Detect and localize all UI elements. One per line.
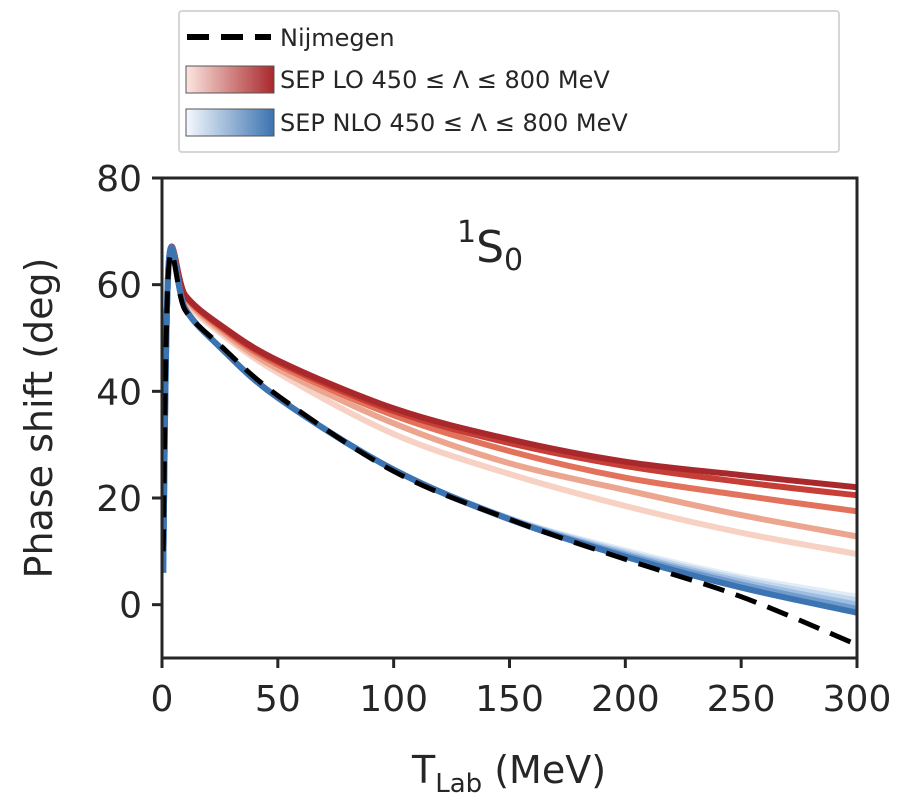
x-axis-title-suffix: (MeV)	[482, 748, 606, 792]
x-axis-title: TLab (MeV)	[411, 748, 606, 798]
series-line-7	[162, 244, 857, 604]
annotation-main: S	[476, 222, 504, 273]
series-layer	[162, 243, 857, 648]
y-tick-label-2: 40	[96, 372, 142, 413]
x-tick-label-4: 200	[591, 679, 660, 720]
legend-lo-swatch	[185, 65, 275, 94]
x-tick-label-3: 150	[475, 679, 544, 720]
annotation-superscript: 1	[457, 215, 476, 250]
series-line-1	[162, 244, 857, 557]
legend-nijmegen-label: Nijmegen	[280, 24, 395, 52]
y-axis-title: Phase shift (deg)	[17, 258, 61, 579]
series-line-2	[162, 244, 857, 552]
panel-annotation: 1S0	[457, 215, 523, 278]
series-line-6	[162, 244, 857, 600]
series-line-5	[162, 243, 857, 552]
annotation-subscript: 0	[504, 243, 523, 278]
y-tick-label-0: 0	[119, 586, 142, 627]
x-tick-label-2: 100	[359, 679, 428, 720]
series-line-3	[162, 243, 857, 552]
series-line-9	[162, 244, 857, 612]
x-axis-title-main: T	[411, 748, 436, 792]
x-axis: 0 50 100 150 200 250 300	[151, 658, 892, 720]
legend-frame	[178, 10, 840, 153]
series-line-0	[162, 251, 857, 648]
legend-nlo-label: SEP NLO 450 ≤ Λ ≤ 800 MeV	[280, 109, 628, 137]
y-tick-label-4: 80	[96, 159, 142, 200]
legend: Nijmegen SEP LO 450 ≤ Λ ≤ 800 MeV SEP NL…	[178, 10, 840, 153]
x-axis-title-subscript: Lab	[435, 769, 482, 798]
x-tick-label-0: 0	[151, 679, 174, 720]
legend-lo-label: SEP LO 450 ≤ Λ ≤ 800 MeV	[280, 66, 610, 94]
series-line-8	[162, 244, 857, 608]
y-axis: 0 20 40 60 80	[96, 159, 162, 627]
series-line-4	[162, 243, 857, 552]
y-tick-label-3: 60	[96, 266, 142, 307]
x-tick-label-1: 50	[255, 679, 301, 720]
y-tick-label-1: 20	[96, 479, 142, 520]
legend-nlo-swatch	[185, 108, 275, 137]
x-tick-label-5: 250	[707, 679, 776, 720]
x-tick-label-6: 300	[823, 679, 892, 720]
series-line-10	[162, 244, 857, 616]
